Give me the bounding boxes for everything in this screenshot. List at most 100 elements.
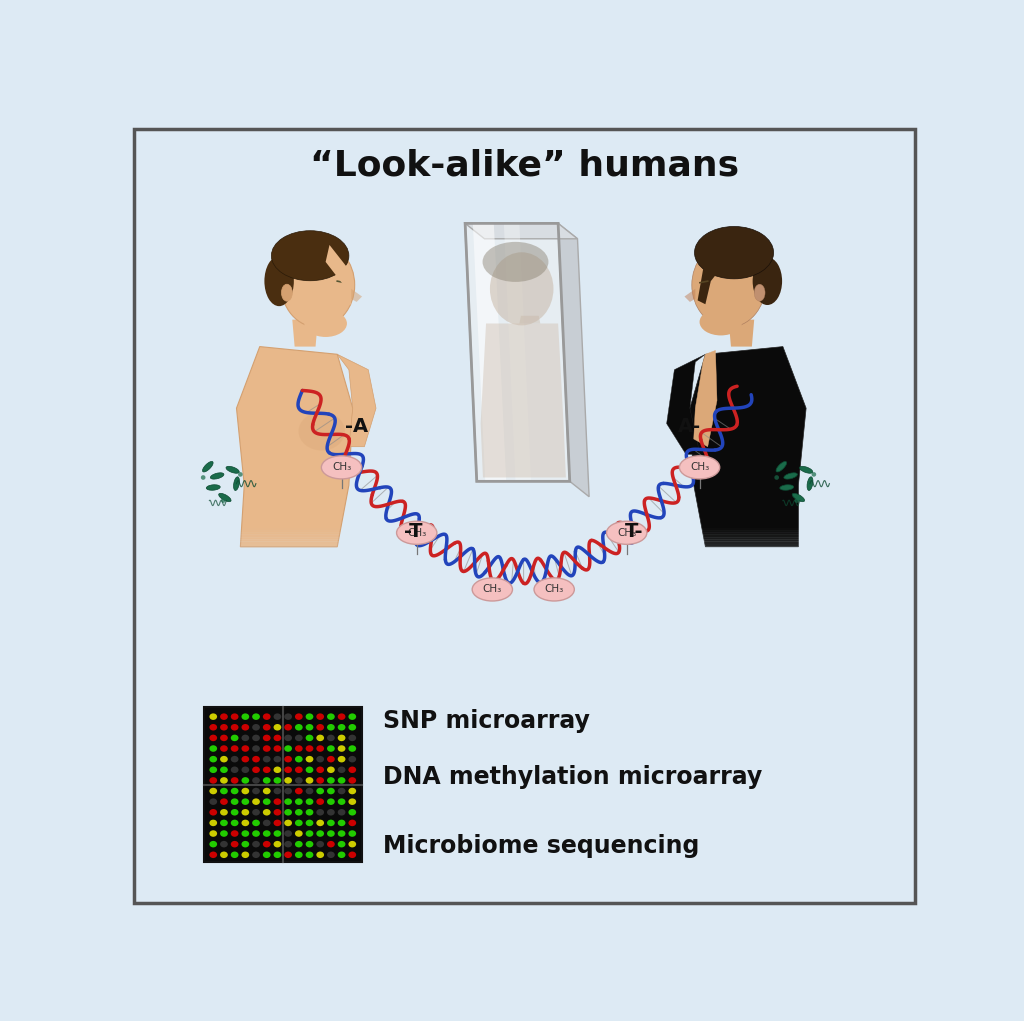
Ellipse shape — [264, 256, 294, 306]
Ellipse shape — [299, 412, 345, 450]
Ellipse shape — [348, 788, 356, 794]
Ellipse shape — [273, 724, 282, 731]
Ellipse shape — [242, 852, 249, 858]
Ellipse shape — [679, 455, 720, 479]
Ellipse shape — [338, 788, 345, 794]
Ellipse shape — [327, 841, 335, 847]
Ellipse shape — [699, 308, 742, 336]
Ellipse shape — [220, 798, 227, 805]
Ellipse shape — [295, 820, 303, 826]
Ellipse shape — [295, 798, 303, 805]
Bar — [237, 528, 360, 531]
Ellipse shape — [338, 777, 345, 784]
Ellipse shape — [252, 714, 260, 720]
Ellipse shape — [263, 724, 270, 731]
Ellipse shape — [783, 473, 798, 479]
Ellipse shape — [285, 798, 292, 805]
Ellipse shape — [273, 820, 282, 826]
Ellipse shape — [242, 798, 249, 805]
Ellipse shape — [230, 724, 239, 731]
Ellipse shape — [209, 767, 217, 773]
Ellipse shape — [209, 735, 217, 741]
Ellipse shape — [295, 724, 303, 731]
Polygon shape — [351, 289, 362, 302]
Ellipse shape — [305, 830, 313, 837]
Ellipse shape — [795, 498, 799, 503]
Ellipse shape — [338, 745, 345, 751]
Ellipse shape — [322, 455, 361, 479]
Ellipse shape — [220, 841, 227, 847]
Ellipse shape — [242, 767, 249, 773]
Text: DNA methylation microarray: DNA methylation microarray — [383, 766, 763, 789]
Ellipse shape — [327, 809, 335, 816]
Ellipse shape — [316, 724, 324, 731]
Ellipse shape — [206, 485, 220, 490]
Ellipse shape — [396, 522, 437, 544]
Ellipse shape — [263, 820, 270, 826]
Ellipse shape — [327, 714, 335, 720]
Ellipse shape — [230, 820, 239, 826]
Ellipse shape — [220, 756, 227, 763]
Ellipse shape — [201, 475, 206, 480]
Ellipse shape — [800, 467, 813, 474]
Ellipse shape — [774, 475, 779, 480]
Ellipse shape — [273, 852, 282, 858]
Ellipse shape — [285, 767, 292, 773]
Text: T-: T- — [625, 523, 643, 541]
Ellipse shape — [252, 852, 260, 858]
Ellipse shape — [252, 724, 260, 731]
Ellipse shape — [252, 767, 260, 773]
Ellipse shape — [263, 777, 270, 784]
Ellipse shape — [327, 767, 335, 773]
Ellipse shape — [316, 852, 324, 858]
Ellipse shape — [263, 735, 270, 741]
Bar — [204, 708, 362, 863]
Ellipse shape — [295, 714, 303, 720]
Ellipse shape — [348, 756, 356, 763]
Ellipse shape — [209, 830, 217, 837]
Ellipse shape — [242, 830, 249, 837]
Ellipse shape — [316, 809, 324, 816]
Ellipse shape — [327, 820, 335, 826]
Ellipse shape — [295, 745, 303, 751]
Ellipse shape — [285, 809, 292, 816]
Ellipse shape — [209, 820, 217, 826]
Ellipse shape — [209, 724, 217, 731]
Ellipse shape — [295, 841, 303, 847]
Ellipse shape — [338, 767, 345, 773]
Ellipse shape — [316, 830, 324, 837]
Ellipse shape — [316, 745, 324, 751]
Ellipse shape — [327, 830, 335, 837]
Text: A-: A- — [678, 417, 701, 436]
Bar — [686, 528, 810, 531]
Ellipse shape — [273, 841, 282, 847]
Ellipse shape — [252, 788, 260, 794]
Ellipse shape — [338, 714, 345, 720]
Ellipse shape — [305, 767, 313, 773]
Ellipse shape — [285, 714, 292, 720]
Ellipse shape — [230, 714, 239, 720]
Ellipse shape — [230, 809, 239, 816]
Text: CH₃: CH₃ — [408, 528, 426, 538]
Ellipse shape — [203, 461, 213, 472]
Ellipse shape — [348, 767, 356, 773]
Ellipse shape — [305, 745, 313, 751]
Ellipse shape — [780, 485, 794, 490]
Text: Microbiome sequencing: Microbiome sequencing — [383, 833, 699, 858]
Ellipse shape — [230, 852, 239, 858]
Ellipse shape — [263, 809, 270, 816]
Ellipse shape — [285, 724, 292, 731]
Ellipse shape — [220, 724, 227, 731]
Ellipse shape — [305, 798, 313, 805]
Ellipse shape — [242, 745, 249, 751]
Ellipse shape — [327, 788, 335, 794]
Ellipse shape — [209, 756, 217, 763]
Ellipse shape — [472, 578, 512, 601]
Text: CH₃: CH₃ — [690, 463, 710, 473]
Polygon shape — [465, 224, 578, 239]
Ellipse shape — [348, 830, 356, 837]
Bar — [686, 537, 810, 540]
Ellipse shape — [281, 243, 354, 328]
Ellipse shape — [220, 830, 227, 837]
Bar — [237, 544, 360, 547]
